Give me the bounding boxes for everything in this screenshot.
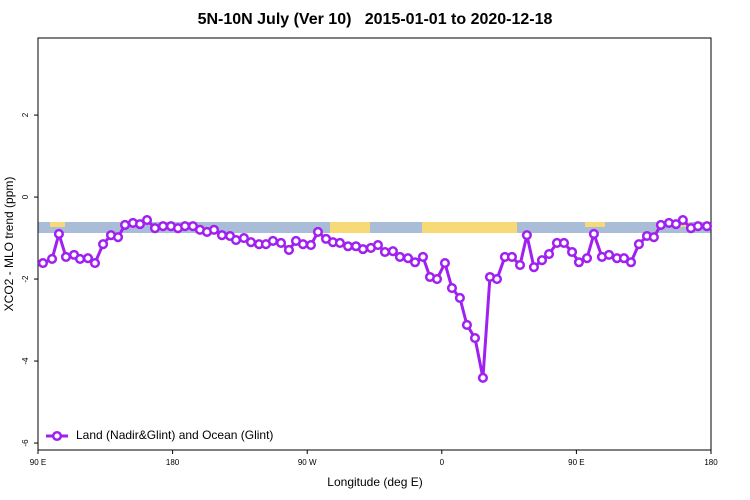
data-point [47,253,58,265]
data-point [394,251,405,262]
legend-label: Land (Nadir&Glint) and Ocean (Glint) [76,428,273,442]
data-point [312,226,324,237]
data-point [469,333,481,344]
data-point [98,239,109,250]
data-point [112,232,124,243]
data-point [655,219,666,230]
data-point [431,274,443,285]
data-point [297,239,309,250]
data-point [573,257,584,268]
data-point [536,255,548,266]
data-point [521,230,532,241]
land-patch [422,222,517,233]
data-point [157,221,169,232]
data-point [446,283,458,294]
y-tick-label: -6 [21,439,30,447]
data-point [245,237,257,248]
data-point [491,274,503,285]
data-point [134,219,146,230]
data-point [372,239,383,251]
data-point [477,372,488,383]
data-point [528,262,539,273]
land-patch [585,222,605,227]
data-point [625,257,637,268]
data-point [402,253,414,264]
data-point [357,244,369,255]
y-tick-label: 0 [21,194,30,199]
data-point [417,251,429,262]
data-point [409,257,421,268]
land-patch [330,222,370,233]
data-point [379,246,391,258]
data-point [208,224,220,235]
data-point [387,246,398,257]
ocean-band [38,222,711,233]
x-axis-label: Longitude (deg E) [327,475,422,489]
data-point [506,251,517,262]
data-point [581,253,593,264]
data-point [305,239,316,251]
chart-title: 5N-10N July (Ver 10) 2015-01-01 to 2020-… [198,11,553,28]
land-patch [50,222,65,227]
x-tick-label: 0 [440,458,445,467]
y-tick-label: -2 [21,275,30,283]
x-tick-label: 90 E [568,458,584,467]
data-point [74,253,86,265]
data-point [141,214,153,226]
data-point [461,319,472,331]
data-point [60,251,72,262]
data-point [701,221,713,232]
data-point [588,228,599,240]
x-tick-label: 90 E [30,458,46,467]
data-point [439,258,450,269]
data-point [677,214,688,226]
data-point [267,235,279,246]
data-point [230,235,242,246]
data-point [275,237,287,249]
data-point [514,260,526,271]
data-point [567,246,578,258]
data-point [342,241,354,252]
data-point [543,248,555,260]
data-point [37,258,48,269]
data-point [648,232,659,243]
y-axis-label: XCO2 - MLO trend (ppm) [2,177,16,312]
legend-marker [51,430,63,442]
data-point [53,228,64,240]
data-point [216,230,228,241]
data-point [633,239,644,250]
data-point [238,233,249,244]
x-tick-label: 90 W [298,458,317,467]
y-tick-label: 2 [21,112,30,117]
data-point [82,253,94,264]
x-tick-label: 180 [166,458,180,467]
data-point [603,249,615,260]
data-point [119,219,131,230]
y-tick-label: -4 [21,357,30,365]
data-point [179,221,191,232]
plot-frame [37,37,712,451]
data-point [618,253,630,264]
x-tick-label: 180 [704,458,718,467]
data-point [89,258,101,269]
data-point [454,292,465,303]
data-point [334,237,346,249]
data-point [692,221,704,232]
data-point [283,244,295,255]
data-point [558,237,570,249]
data-point [149,223,161,234]
data-point [670,219,682,230]
